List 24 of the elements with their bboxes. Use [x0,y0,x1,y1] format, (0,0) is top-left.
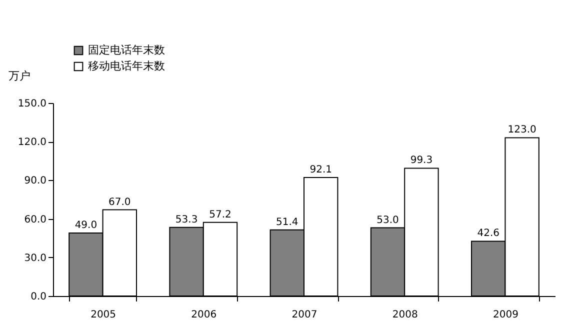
y-tick-label: 60.0 [24,214,46,226]
data-label: 51.4 [276,216,298,228]
x-tick-label: 2007 [292,310,318,320]
x-tick-label: 2008 [392,310,418,320]
y-tick-label: 90.0 [24,176,46,187]
data-label: 42.6 [477,228,500,240]
y-axis-title: 万户 [8,70,30,82]
y-tick-label: 150.0 [18,98,46,110]
y-tick-label: 30.0 [24,252,46,264]
x-tick-label: 2005 [90,310,116,320]
x-tick-label: 2006 [191,310,217,320]
data-label: 92.1 [310,164,332,176]
y-tick-label: 120.0 [18,137,46,148]
legend-label: 移动电话年末数 [88,60,165,72]
data-label: 67.0 [108,196,131,208]
x-tick-label: 2009 [492,310,518,320]
legend-label: 固定电话年末数 [88,44,165,56]
data-label: 49.0 [74,220,98,231]
data-label: 53.0 [376,214,399,226]
y-tick-label: 0.0 [30,292,46,302]
data-label: 57.2 [209,209,232,220]
data-label: 99.3 [410,155,433,166]
data-label: 53.3 [175,214,198,226]
data-label: 123.0 [508,124,536,136]
